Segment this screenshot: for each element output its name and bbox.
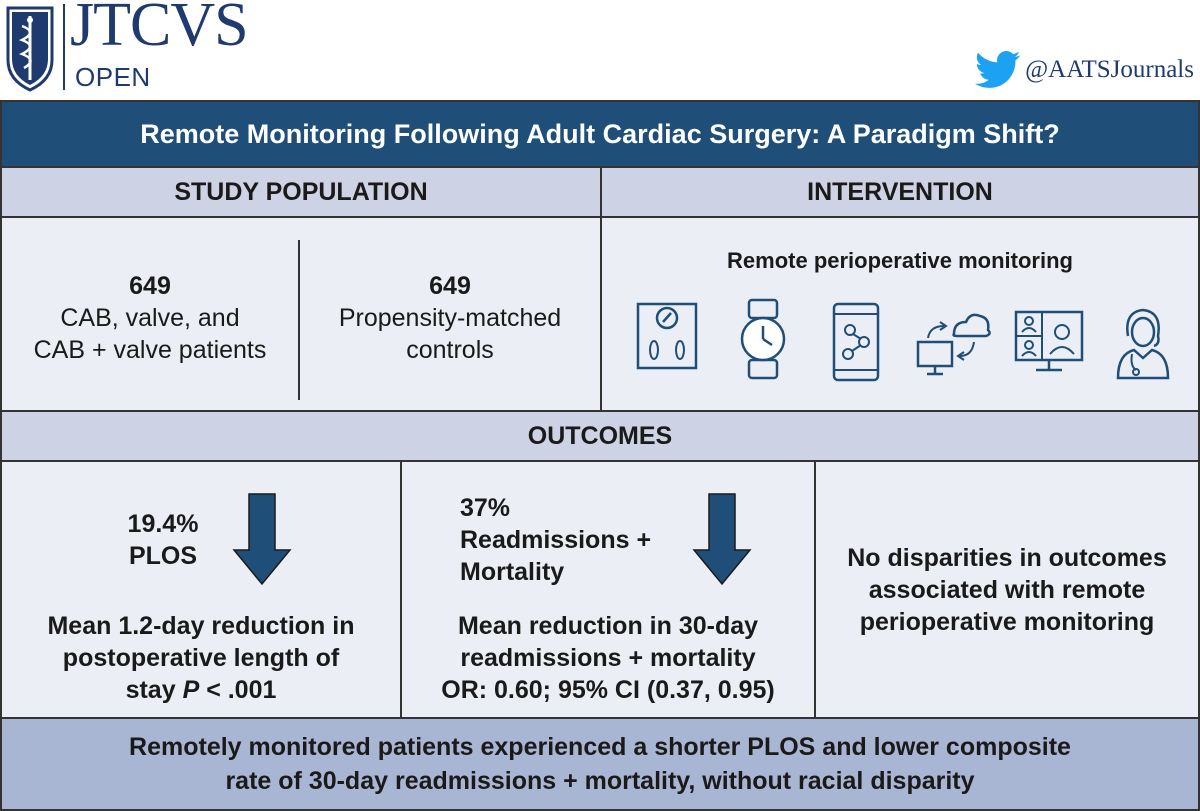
readmission-description: Mean reduction in 30-day readmissions + …: [402, 610, 814, 706]
p-value-symbol: P: [182, 676, 200, 704]
smartwatch-icon: [740, 298, 786, 380]
conclusion-line1: Remotely monitored patients experienced …: [129, 733, 1071, 761]
intervention-panel: [602, 218, 1198, 410]
plos-stat: 19.4% PLOS: [98, 508, 228, 572]
twitter-handle-text: @AATSJournals: [1025, 56, 1194, 83]
cases-desc-line2: CAB + valve patients: [33, 336, 267, 364]
intervention-title: Remote perioperative monitoring: [727, 248, 1073, 273]
infographic-title: Remote Monitoring Following Adult Cardia…: [2, 102, 1198, 168]
plos-label: PLOS: [128, 542, 198, 570]
readmission-label-line1: Readmissions +: [460, 526, 652, 554]
video-call-icon: [1014, 310, 1084, 372]
readmission-value: 37%: [460, 494, 511, 522]
outcomes-heading: OUTCOMES: [2, 412, 1198, 460]
readmission-desc-line1: Mean reduction in 30-day: [457, 612, 759, 640]
intervention-heading: INTERVENTION: [602, 168, 1198, 216]
cases-count: 649: [129, 272, 171, 300]
divider: [814, 460, 816, 717]
divider: [2, 717, 1198, 719]
population-divider: [298, 240, 300, 400]
plos-desc-line3: stay P < .001: [125, 676, 277, 704]
down-arrow-icon: [232, 493, 292, 586]
cases-group: 649 CAB, valve, and CAB + valve patients: [2, 270, 298, 366]
disparity-panel: [816, 462, 1198, 717]
logo-subtitle: OPEN: [75, 62, 151, 92]
smartphone-app-icon: [832, 302, 880, 382]
divider: [2, 460, 1198, 462]
scale-icon: [636, 302, 698, 370]
down-arrow-icon: [692, 493, 752, 586]
plos-panel: [2, 462, 400, 717]
divider: [2, 410, 1198, 412]
divider: [400, 460, 402, 717]
readmission-desc-line3: OR: 0.60; 95% CI (0.37, 0.95): [441, 676, 775, 704]
study-population-heading: STUDY POPULATION: [2, 168, 600, 216]
twitter-bird-icon: [975, 51, 1021, 88]
cloud-sync-icon: [916, 313, 991, 376]
disparity-statement: No disparities in outcomes associated wi…: [816, 542, 1198, 638]
cases-desc-line1: CAB, valve, and: [60, 304, 240, 332]
disparity-line1: No disparities in outcomes: [847, 544, 1167, 572]
readmission-label-line2: Mortality: [460, 558, 565, 586]
study-population-panel: [2, 218, 600, 410]
controls-desc-line2: controls: [406, 336, 494, 364]
controls-count: 649: [429, 272, 471, 300]
plos-value: 19.4%: [127, 510, 199, 538]
caduceus-seal-icon: [6, 6, 54, 92]
readmission-desc-line2: readmissions + mortality: [460, 644, 756, 672]
conclusion-line2: rate of 30-day readmissions + mortality,…: [225, 767, 975, 795]
plos-description: Mean 1.2-day reduction in postoperative …: [2, 610, 400, 706]
disparity-line2: associated with remote: [868, 576, 1146, 604]
divider: [600, 168, 602, 410]
controls-desc-line1: Propensity-matched: [338, 304, 562, 332]
plos-desc-line2: postoperative length of: [62, 644, 340, 672]
header: JTCVS OPEN @AATSJournals: [0, 0, 1200, 100]
controls-group: 649 Propensity-matched controls: [300, 270, 600, 366]
twitter-handle-link[interactable]: @AATSJournals: [975, 50, 1194, 90]
logo-divider: [63, 4, 65, 90]
conclusion-banner: Remotely monitored patients experienced …: [2, 719, 1198, 809]
infographic-frame: Remote Monitoring Following Adult Cardia…: [0, 100, 1200, 811]
readmission-stat: 37% Readmissions + Mortality: [460, 492, 700, 588]
nurse-icon: [1116, 308, 1170, 380]
logo-title: JTCVS: [70, 0, 249, 59]
plos-desc-line1: Mean 1.2-day reduction in: [47, 612, 355, 640]
disparity-line3: perioperative monitoring: [859, 608, 1155, 636]
readmission-panel: [402, 462, 814, 717]
